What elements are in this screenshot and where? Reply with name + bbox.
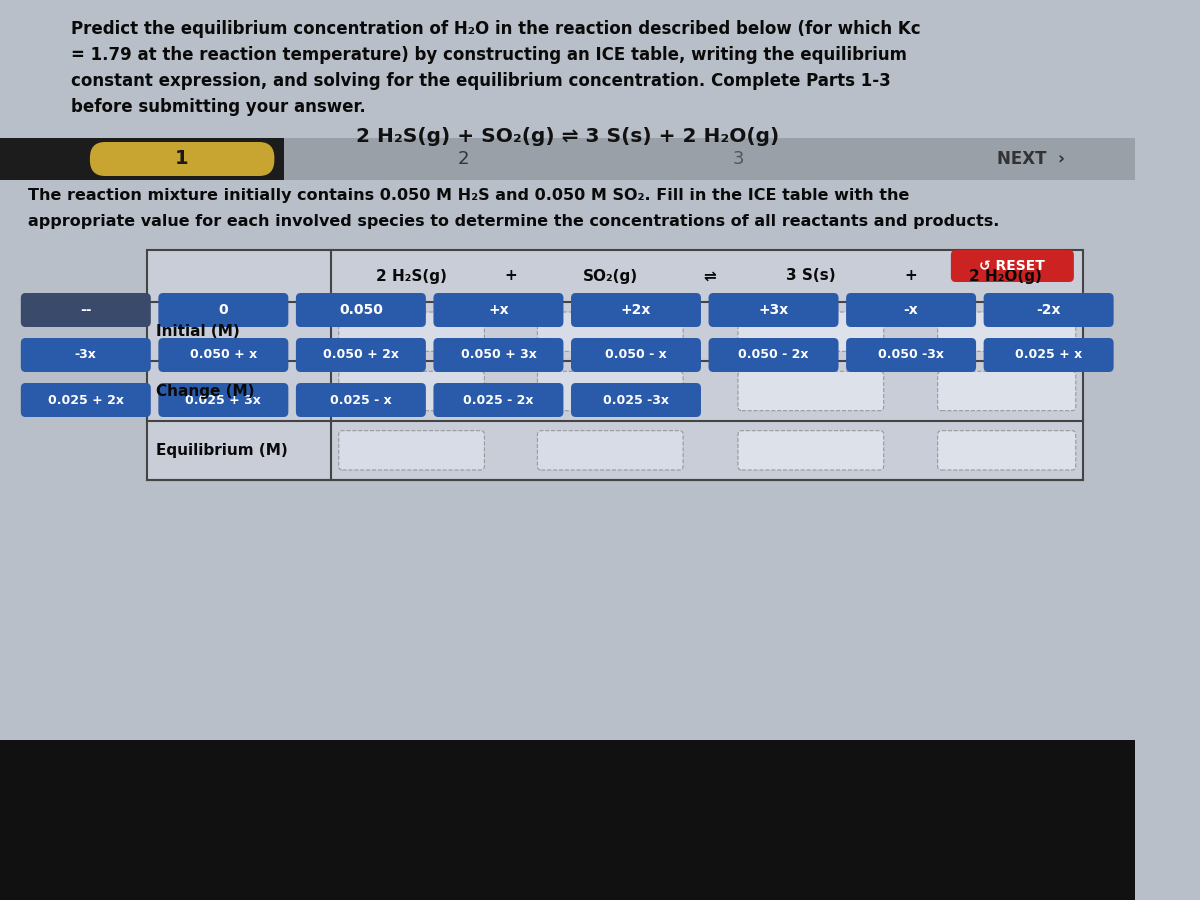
Text: Predict the equilibrium concentration of H₂O in the reaction described below (fo: Predict the equilibrium concentration of… [71,20,920,38]
FancyBboxPatch shape [937,372,1075,410]
Text: 0.050 + 3x: 0.050 + 3x [461,348,536,362]
FancyBboxPatch shape [158,293,288,327]
FancyBboxPatch shape [708,293,839,327]
FancyBboxPatch shape [158,383,288,417]
Text: 0.050 - x: 0.050 - x [605,348,667,362]
FancyBboxPatch shape [571,338,701,372]
FancyBboxPatch shape [538,431,683,470]
FancyBboxPatch shape [338,372,485,410]
FancyBboxPatch shape [846,293,976,327]
Text: -2x: -2x [1037,303,1061,317]
FancyBboxPatch shape [571,293,701,327]
FancyBboxPatch shape [433,383,564,417]
Text: ↺ RESET: ↺ RESET [979,259,1045,273]
FancyBboxPatch shape [984,338,1114,372]
FancyBboxPatch shape [20,383,151,417]
FancyBboxPatch shape [538,312,683,351]
FancyBboxPatch shape [296,338,426,372]
Text: 0.050 - 2x: 0.050 - 2x [738,348,809,362]
Text: constant expression, and solving for the equilibrium concentration. Complete Par: constant expression, and solving for the… [71,72,890,90]
Text: 0.050 + 2x: 0.050 + 2x [323,348,398,362]
Text: 0.025 + x: 0.025 + x [1015,348,1082,362]
Text: 0.025 -3x: 0.025 -3x [602,393,668,407]
FancyBboxPatch shape [338,431,485,470]
FancyBboxPatch shape [20,293,151,327]
FancyBboxPatch shape [708,338,839,372]
Text: +x: +x [488,303,509,317]
Text: 0.025 + 3x: 0.025 + 3x [186,393,262,407]
Text: Change (M): Change (M) [156,383,254,399]
FancyBboxPatch shape [846,338,976,372]
FancyBboxPatch shape [937,431,1075,470]
Text: SO₂(g): SO₂(g) [583,268,638,284]
Text: 0.050 -3x: 0.050 -3x [878,348,944,362]
Text: Equilibrium (M): Equilibrium (M) [156,443,288,458]
Text: Initial (M): Initial (M) [156,324,240,339]
FancyBboxPatch shape [433,293,564,327]
Text: ⇌: ⇌ [703,268,716,284]
FancyBboxPatch shape [433,338,564,372]
Text: 2: 2 [458,150,469,168]
FancyBboxPatch shape [538,372,683,410]
Text: 0.050: 0.050 [338,303,383,317]
Text: 0.025 - x: 0.025 - x [330,393,391,407]
FancyBboxPatch shape [296,383,426,417]
FancyBboxPatch shape [937,312,1075,351]
Text: appropriate value for each involved species to determine the concentrations of a: appropriate value for each involved spec… [29,214,1000,229]
Text: 0.025 + 2x: 0.025 + 2x [48,393,124,407]
Text: 3 S(s): 3 S(s) [786,268,835,284]
Polygon shape [0,740,1135,900]
Text: -x: -x [904,303,918,317]
Text: +: + [905,268,918,284]
Text: 2 H₂S(g) + SO₂(g) ⇌ 3 S(s) + 2 H₂O(g): 2 H₂S(g) + SO₂(g) ⇌ 3 S(s) + 2 H₂O(g) [356,127,779,146]
Text: = 1.79 at the reaction temperature) by constructing an ICE table, writing the eq: = 1.79 at the reaction temperature) by c… [71,46,907,64]
Polygon shape [284,138,1135,180]
FancyBboxPatch shape [20,338,151,372]
Text: +3x: +3x [758,303,788,317]
FancyBboxPatch shape [338,312,485,351]
Text: +2x: +2x [620,303,652,317]
FancyBboxPatch shape [950,250,1074,282]
Text: NEXT  ›: NEXT › [997,150,1066,168]
Polygon shape [146,250,1084,480]
FancyBboxPatch shape [571,383,701,417]
Text: 2 H₂O(g): 2 H₂O(g) [970,268,1042,284]
FancyBboxPatch shape [738,312,883,351]
FancyBboxPatch shape [738,431,883,470]
FancyBboxPatch shape [984,293,1114,327]
Text: before submitting your answer.: before submitting your answer. [71,98,366,116]
Text: --: -- [80,303,91,317]
Polygon shape [0,138,1135,180]
Text: -3x: -3x [74,348,97,362]
Text: The reaction mixture initially contains 0.050 M H₂S and 0.050 M SO₂. Fill in the: The reaction mixture initially contains … [29,188,910,203]
Text: +: + [504,268,517,284]
Text: 0.050 + x: 0.050 + x [190,348,257,362]
Text: 3: 3 [732,150,744,168]
Text: 0: 0 [218,303,228,317]
Text: 2 H₂S(g): 2 H₂S(g) [376,268,448,284]
FancyBboxPatch shape [738,372,883,410]
FancyBboxPatch shape [158,338,288,372]
Text: 1: 1 [175,149,188,168]
FancyBboxPatch shape [296,293,426,327]
Text: 0.025 - 2x: 0.025 - 2x [463,393,534,407]
FancyBboxPatch shape [90,142,275,176]
